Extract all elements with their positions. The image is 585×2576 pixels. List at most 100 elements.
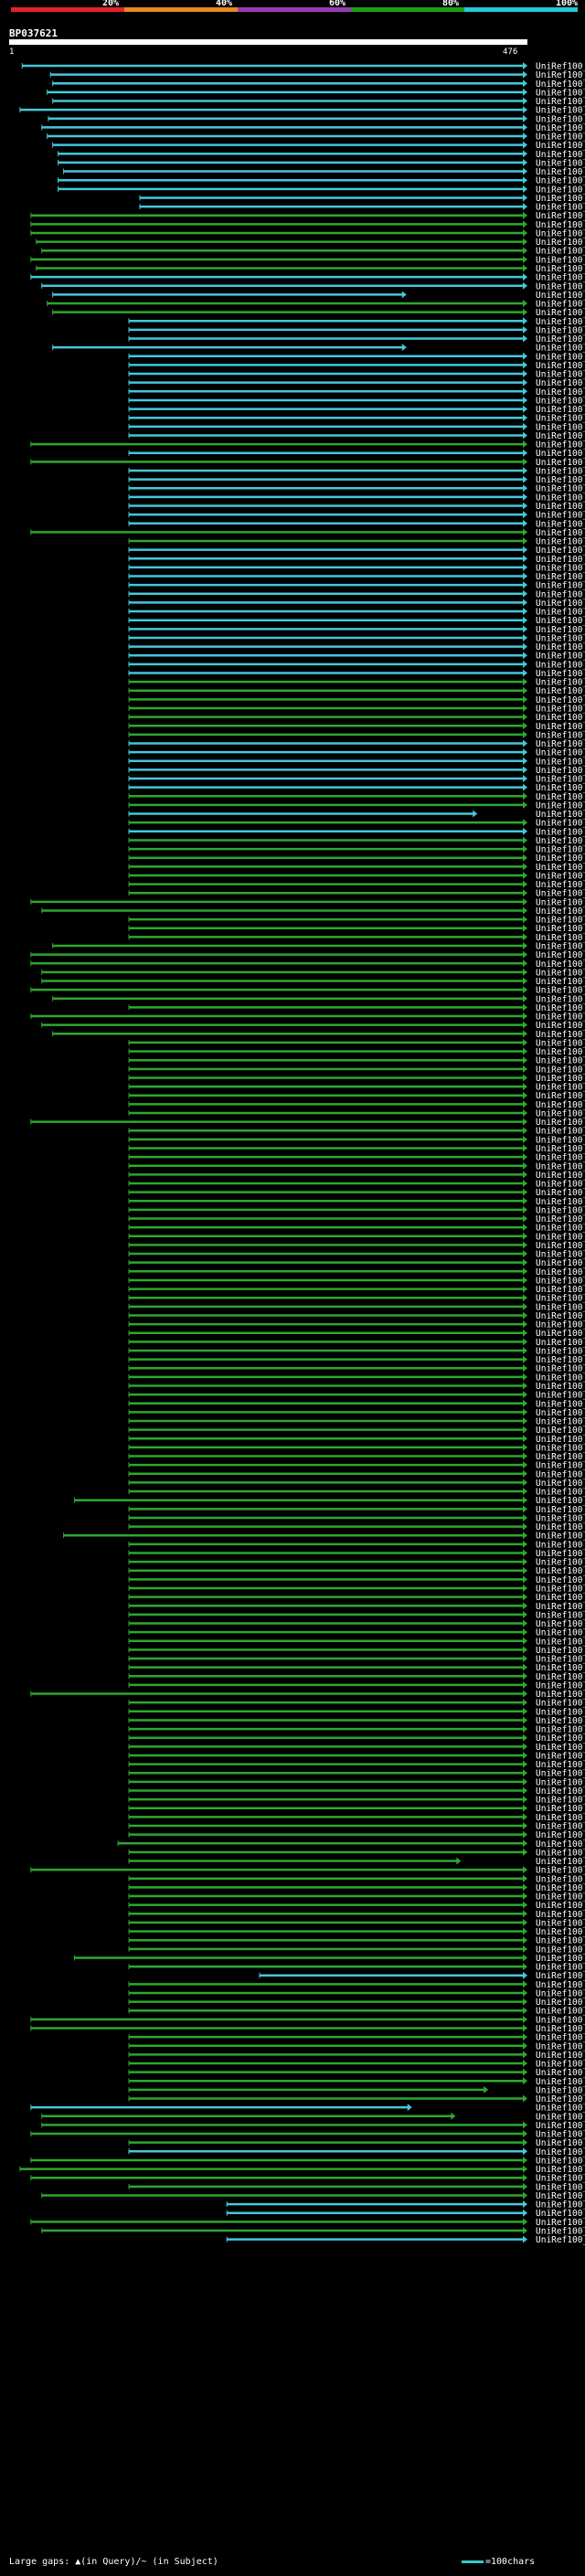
hit-label[interactable]: UniRef100_B9SM57 (536, 1488, 585, 1498)
hit-label[interactable]: UniRef100_B6U0P7 (536, 176, 585, 186)
hit-label[interactable]: UniRef100_Q8IFU5 (536, 2041, 585, 2051)
hit-label[interactable]: UniRef100_Q9AWY9 (536, 1065, 585, 1075)
hit-label[interactable]: UniRef100_B9HXD5 (536, 722, 585, 732)
hit-label[interactable]: UniRef100_A7P083 (536, 1426, 585, 1436)
hit-label[interactable]: UniRef100_Q5JJN1 (536, 1452, 585, 1462)
hit-label[interactable]: UniRef100_Q42871 (536, 1927, 585, 1937)
hit-label[interactable]: UniRef100_B9RQ94 (536, 2033, 585, 2043)
hit-label[interactable]: UniRef100_Q2LAH7 (536, 291, 585, 301)
hit-label[interactable]: UniRef100_Q8L710 (536, 1205, 585, 1215)
hit-label[interactable]: UniRef100_Q6Z715 (536, 871, 585, 881)
hit-label[interactable]: UniRef100_Q8IFU2 (536, 2060, 585, 2070)
hit-label[interactable]: UniRef100_P0CU25 (536, 2147, 585, 2157)
hit-label[interactable]: UniRef100_Q25B23 (536, 1153, 585, 1163)
hit-label[interactable]: UniRef100_Q6L412 (536, 1135, 585, 1145)
hit-label[interactable]: UniRef100_Q2LAH9 (536, 845, 585, 855)
hit-label[interactable]: UniRef100_Q6DMM3 (536, 528, 585, 538)
hit-label[interactable]: UniRef100_Q8CAC1 (536, 325, 585, 335)
hit-label[interactable]: UniRef100_B9ICT4 (536, 572, 585, 582)
hit-label[interactable]: UniRef100_Q22298 (536, 678, 585, 688)
hit-label[interactable]: UniRef100_A5BHR0 (536, 1796, 585, 1806)
hit-label[interactable]: UniRef100_Q9ZTL0 (536, 484, 585, 494)
hit-label[interactable]: UniRef100_UPI000... (536, 1945, 585, 1955)
hit-label[interactable]: UniRef100_Q8L654 (536, 1391, 585, 1401)
hit-label[interactable]: UniRef100_B9GU48 (536, 1021, 585, 1031)
hit-label[interactable]: UniRef100_Q6ZA06 (536, 1100, 585, 1110)
hit-label[interactable]: UniRef100_B9R3M2 (536, 916, 585, 926)
hit-label[interactable]: UniRef100_C5YL12 (536, 1690, 585, 1700)
hit-label[interactable]: UniRef100_Q5GO13 (536, 2191, 585, 2201)
hit-label[interactable]: UniRef100_Q25B24 (536, 1144, 585, 1154)
hit-label[interactable]: UniRef100_Q9SQK7 (536, 1382, 585, 1392)
hit-label[interactable]: UniRef100_UPI000... (536, 1224, 585, 1234)
hit-label[interactable]: UniRef100_C5YUQ8 (536, 1346, 585, 1356)
hit-label[interactable]: UniRef100_A7Q2U2 (536, 264, 585, 274)
hit-label[interactable]: UniRef100_Q82473 (536, 308, 585, 318)
hit-label[interactable]: UniRef100_B9GTU2 (536, 1566, 585, 1576)
hit-label[interactable]: UniRef100_Q9X845 (536, 1725, 585, 1735)
hit-label[interactable]: UniRef100_A9SFF0 (536, 1892, 585, 1903)
hit-label[interactable]: UniRef100_Q9ZTS0 (536, 370, 585, 380)
hit-label[interactable]: UniRef100_C5Z2B0 (536, 608, 585, 618)
hit-label[interactable]: UniRef100_A7Q7X8 (536, 713, 585, 723)
hit-label[interactable]: UniRef100_B9R8Q1 (536, 1672, 585, 1682)
hit-label[interactable]: UniRef100_A7P066 (536, 1408, 585, 1418)
hit-label[interactable]: UniRef100_B9RY73 (536, 1188, 585, 1198)
hit-label[interactable]: UniRef100_Q42875 (536, 123, 585, 133)
hit-label[interactable]: UniRef100_B9SIF0 (536, 1180, 585, 1190)
hit-label[interactable]: UniRef100_Q9AYM9 (536, 300, 585, 310)
hit-label[interactable]: UniRef100_B9GK69 (536, 220, 585, 230)
hit-label[interactable]: UniRef100_A5BTQ3 (536, 800, 585, 811)
hit-label[interactable]: UniRef100_B4G8K2 (536, 906, 585, 917)
hit-label[interactable]: UniRef100_UPI000... (536, 1707, 585, 1717)
hit-label[interactable]: UniRef100_Q9C9H5 (536, 863, 585, 873)
hit-label[interactable]: UniRef100_Q6ZFK8 (536, 1743, 585, 1753)
hit-label[interactable]: UniRef100_B3RS97 (536, 1575, 585, 1585)
hit-label[interactable]: UniRef100_B9F2W7 (536, 1505, 585, 1515)
hit-label[interactable]: UniRef100_Q2XZY0 (536, 1338, 585, 1348)
hit-label[interactable]: UniRef100_Q7PJR3 (536, 2068, 585, 2078)
hit-label[interactable]: UniRef100_Q27SZ7 (536, 1971, 585, 1981)
hit-label[interactable]: UniRef100_Q65404 (536, 1522, 585, 1532)
hit-label[interactable]: UniRef100_A9T124 (536, 1980, 585, 1990)
hit-label[interactable]: UniRef100_B9I6U5 (536, 1936, 585, 1946)
hit-label[interactable]: UniRef100_Q9AYT5 (536, 228, 585, 239)
hit-label[interactable]: UniRef100_Q9SIY8 (536, 255, 585, 265)
hit-label[interactable]: UniRef100_Q8IFU3 (536, 1988, 585, 1998)
hit-label[interactable]: UniRef100_A9T5T3 (536, 1584, 585, 1594)
hit-label[interactable]: UniRef100_Q64763 (536, 211, 585, 221)
hit-label[interactable]: UniRef100_B9I497 (536, 1214, 585, 1224)
hit-label[interactable]: UniRef100_Q96547 (536, 889, 585, 899)
hit-label[interactable]: UniRef100_Q6YY77 (536, 563, 585, 573)
hit-label[interactable]: UniRef100_Q9FF22 (536, 1364, 585, 1374)
hit-label[interactable]: UniRef100_B9QXC9 (536, 2209, 585, 2219)
hit-label[interactable]: UniRef100_C5YDW1 (536, 897, 585, 907)
hit-label[interactable]: UniRef100_A9R2K2 (536, 1716, 585, 1726)
hit-label[interactable]: UniRef100_A2W2X0 (536, 2094, 585, 2104)
hit-label[interactable]: UniRef100_Q2ASK8 (536, 414, 585, 424)
hit-label[interactable]: UniRef100_B9GL66 (536, 994, 585, 1004)
hit-label[interactable]: UniRef100_Q81403 (536, 361, 585, 371)
hit-label[interactable]: UniRef100_B9R9N5 (536, 616, 585, 626)
hit-label[interactable]: UniRef100_A7QNM3 (536, 1954, 585, 1964)
hit-label[interactable]: UniRef100_A9T6B7 (536, 1760, 585, 1770)
hit-label[interactable]: UniRef100_B9SY63 (536, 1479, 585, 1489)
hit-label[interactable]: UniRef100_P94114 (536, 440, 585, 451)
hit-label[interactable]: UniRef100_C0HES5 (536, 158, 585, 168)
hit-label[interactable]: UniRef100_Q6S2F9 (536, 519, 585, 529)
hit-label[interactable]: UniRef100_B9SHU5 (536, 88, 585, 98)
hit-label[interactable]: UniRef100_A2YMZ2 (536, 1699, 585, 1709)
hit-label[interactable]: UniRef100_Q9SWZ0 (536, 783, 585, 793)
hit-label[interactable]: UniRef100_Q4H8Z6 (536, 2182, 585, 2192)
hit-label[interactable]: UniRef100_A7NF98 (536, 1822, 585, 1832)
hit-label[interactable]: UniRef100_B9ICT3 (536, 334, 585, 345)
hit-label[interactable]: UniRef100_A2YQZ2 (536, 511, 585, 521)
hit-label[interactable]: UniRef100_Q6Q9T2 (536, 555, 585, 565)
hit-label[interactable]: UniRef100_Q2Y4L0 (536, 537, 585, 547)
hit-label[interactable]: UniRef100_Q65J19 (536, 2007, 585, 2017)
hit-label[interactable]: UniRef100_Q9SJ32 (536, 273, 585, 283)
hit-label[interactable]: UniRef100_Q9ZSN0 (536, 1963, 585, 1973)
hit-label[interactable]: UniRef100_Q6Z5P2 (536, 1241, 585, 1251)
hit-label[interactable]: UniRef100_B9IAJ5 (536, 1549, 585, 1559)
hit-label[interactable]: UniRef100_Q9AYR4 (536, 1469, 585, 1479)
